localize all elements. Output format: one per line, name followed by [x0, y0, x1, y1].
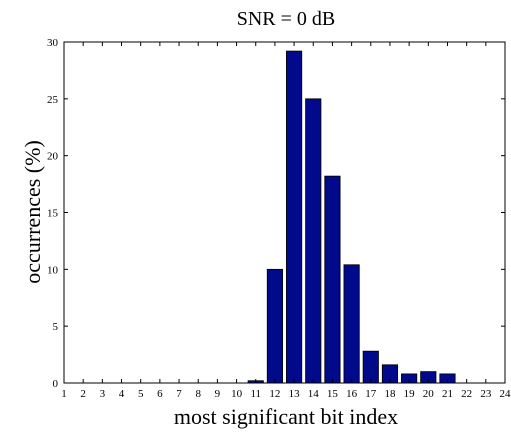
x-tick-label-3: 3	[100, 388, 106, 400]
x-tick-label-12: 12	[269, 388, 280, 400]
bar-14	[306, 99, 321, 383]
x-tick-label-15: 15	[327, 388, 339, 400]
x-tick-label-1: 1	[61, 388, 67, 400]
x-tick-label-13: 13	[289, 388, 301, 400]
x-tick-label-24: 24	[500, 388, 511, 400]
x-tick-label-11: 11	[250, 388, 261, 400]
x-tick-label-16: 16	[346, 388, 358, 400]
y-axis-title: occurrences (%)	[20, 140, 45, 284]
x-axis-title: most significant bit index	[174, 404, 398, 429]
x-tick-label-2: 2	[80, 388, 86, 400]
y-tick-label-20: 20	[47, 151, 59, 163]
x-tick-label-20: 20	[423, 388, 435, 400]
y-tick-label-5: 5	[53, 321, 59, 333]
bar-15	[325, 176, 340, 383]
x-tick-label-19: 19	[404, 388, 416, 400]
x-tick-label-22: 22	[461, 388, 472, 400]
x-tick-label-8: 8	[195, 388, 201, 400]
x-tick-label-7: 7	[176, 388, 182, 400]
bar-17	[363, 351, 378, 383]
x-tick-label-14: 14	[308, 388, 320, 400]
y-tick-label-15: 15	[47, 208, 59, 220]
x-tick-label-5: 5	[138, 388, 144, 400]
x-tick-label-4: 4	[119, 388, 125, 400]
x-tick-label-18: 18	[384, 388, 396, 400]
x-tick-label-6: 6	[157, 388, 163, 400]
y-tick-label-10: 10	[47, 264, 59, 276]
x-tick-label-23: 23	[480, 388, 492, 400]
y-tick-label-25: 25	[47, 94, 59, 106]
x-tick-label-17: 17	[365, 388, 377, 400]
bar-16	[344, 265, 359, 383]
chart-title: SNR = 0 dB	[237, 8, 336, 30]
x-tick-label-9: 9	[215, 388, 221, 400]
plot-frame	[64, 42, 505, 383]
bar-12	[267, 269, 282, 383]
y-tick-label-0: 0	[53, 378, 59, 390]
x-tick-label-21: 21	[442, 388, 453, 400]
bar-13	[286, 51, 301, 383]
x-tick-label-10: 10	[231, 388, 243, 400]
y-tick-label-30: 30	[47, 37, 59, 49]
